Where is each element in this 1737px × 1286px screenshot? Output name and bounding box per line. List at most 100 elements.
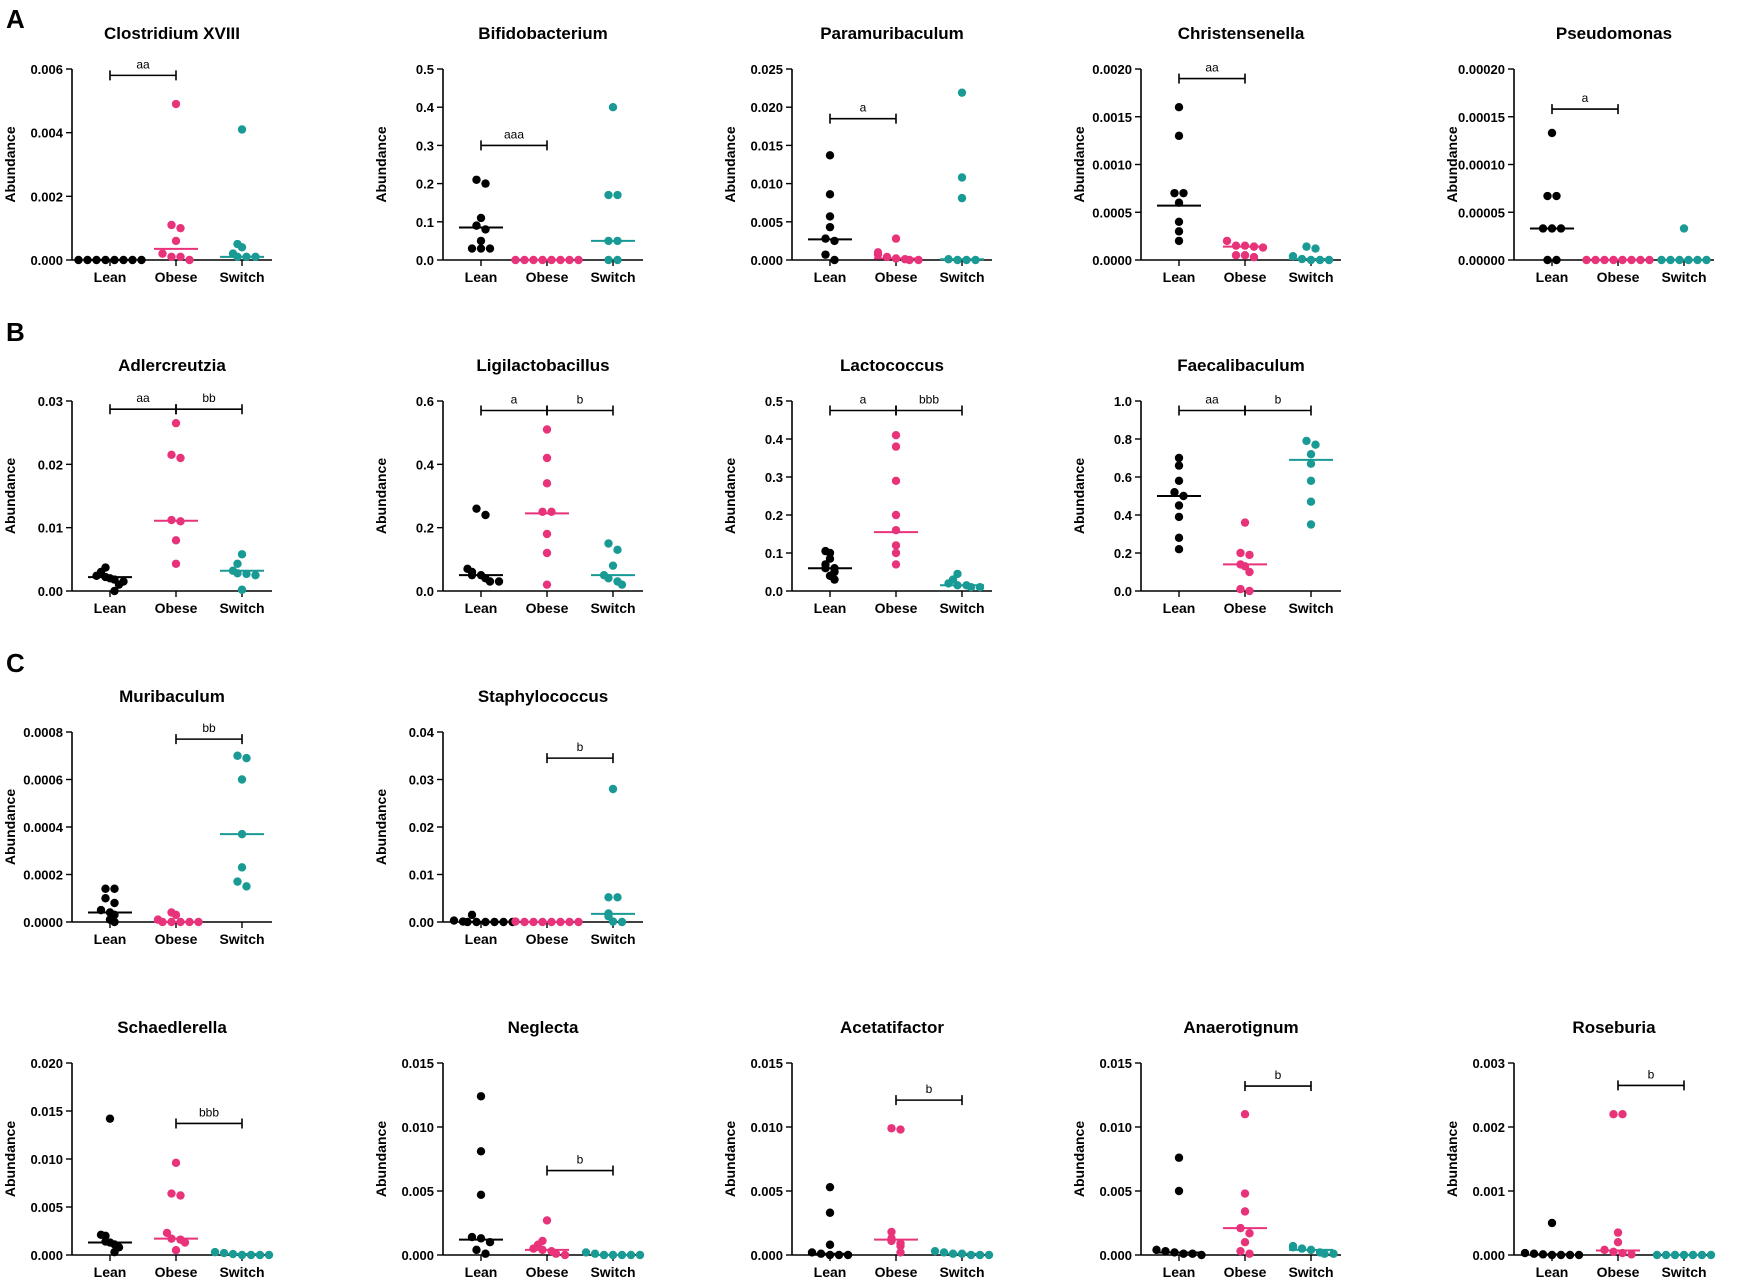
x-tick-label: Obese: [155, 269, 198, 285]
data-point-obese: [194, 917, 203, 927]
data-point-lean: [476, 1092, 486, 1101]
y-tick-label: 0.5: [765, 394, 783, 409]
y-tick-label: 0.000: [1099, 1248, 1132, 1263]
y-tick-label: 0.010: [30, 1152, 63, 1167]
x-tick-label: Obese: [1597, 269, 1640, 285]
data-point-lean: [472, 175, 481, 184]
x-tick-label: Lean: [814, 1264, 847, 1280]
data-point-obese: [1249, 252, 1259, 262]
chart-clostridium-xviii: Clostridium XVIII 0.000 0.002 0.004 0.006 Abu…: [2, 24, 272, 285]
y-tick-label: 0.01: [409, 868, 434, 883]
data-point-lean: [825, 1240, 835, 1249]
data-point-lean: [110, 917, 119, 927]
data-point-lean: [128, 255, 137, 265]
chart-title: Faecalibaculum: [1177, 356, 1305, 375]
x-tick-label: Switch: [590, 269, 635, 285]
y-axis-label: Abundance: [2, 789, 18, 865]
significance-label: aa: [1205, 61, 1219, 75]
x-tick-label: Lean: [94, 600, 127, 616]
x-tick-label: Switch: [219, 931, 264, 947]
data-point-lean: [825, 222, 835, 232]
y-tick-label: 0.0: [416, 584, 434, 599]
y-tick-label: 0.0008: [23, 725, 63, 740]
y-tick-label: 0.015: [401, 1056, 434, 1071]
data-point-obese: [896, 1125, 905, 1134]
data-point-lean: [476, 236, 486, 246]
y-tick-label: 0.02: [38, 457, 63, 472]
y-tick-label: 0.02: [409, 820, 434, 835]
data-point-obese: [171, 236, 181, 246]
data-point-obese: [1609, 1110, 1618, 1119]
data-point-lean: [1161, 1246, 1170, 1256]
x-tick-label: Obese: [526, 269, 569, 285]
data-point-lean: [1174, 476, 1184, 485]
chart-title: Roseburia: [1572, 1018, 1656, 1037]
data-point-switch: [975, 583, 985, 592]
y-tick-label: 0.1: [765, 546, 783, 561]
y-tick-label: 0.0002: [23, 868, 63, 883]
data-point-lean: [1174, 512, 1184, 522]
data-point-lean: [1552, 255, 1561, 265]
x-tick-label: Switch: [1288, 269, 1333, 285]
data-point-obese: [158, 249, 167, 258]
data-point-obese: [1627, 1250, 1636, 1259]
data-point-obese: [1613, 1238, 1623, 1247]
data-point-obese: [167, 252, 176, 262]
chart-muribaculum: Muribaculum 0.0000 0.0002 0.0004 0.0006 0.000…: [2, 687, 272, 947]
data-point-switch: [1302, 436, 1311, 446]
data-point-obese: [574, 255, 583, 265]
data-point-lean: [1552, 191, 1561, 201]
x-tick-label: Obese: [875, 600, 918, 616]
chart-title: Christensenella: [1178, 24, 1305, 43]
chart-staphylococcus: Staphylococcus 0.00 0.01 0.02 0.03 0.04 Abunda…: [373, 687, 643, 947]
data-point-lean: [467, 910, 477, 920]
data-point-switch: [1702, 255, 1711, 265]
data-point-switch: [242, 753, 251, 763]
data-point-switch: [984, 1250, 994, 1260]
chart-title: Staphylococcus: [478, 687, 608, 706]
x-tick-label: Obese: [1224, 600, 1267, 616]
y-tick-label: 0.015: [30, 1104, 63, 1119]
x-tick-label: Obese: [526, 600, 569, 616]
significance-label: a: [1582, 91, 1589, 105]
data-point-obese: [551, 1249, 561, 1258]
x-tick-label: Switch: [219, 1264, 264, 1280]
data-point-switch: [966, 583, 976, 592]
data-point-obese: [171, 1246, 181, 1255]
data-point-lean: [1174, 461, 1184, 470]
data-point-obese: [171, 99, 181, 109]
x-tick-label: Lean: [814, 600, 847, 616]
x-tick-label: Lean: [1163, 600, 1196, 616]
chart-paramuribaculum: Paramuribaculum 0.000 0.005 0.010 0.015 0.020…: [722, 24, 992, 285]
data-point-obese: [887, 1236, 896, 1246]
data-point-obese: [914, 255, 923, 265]
chart-title: Anaerotignum: [1183, 1018, 1298, 1037]
y-axis-label: Abundance: [1444, 1121, 1460, 1197]
data-point-obese: [1591, 255, 1600, 265]
y-axis-label: Abundance: [2, 126, 18, 202]
y-tick-label: 0.005: [1099, 1184, 1132, 1199]
y-tick-label: 0.00: [409, 915, 434, 930]
data-point-lean: [110, 898, 119, 908]
data-point-obese: [171, 559, 181, 568]
x-tick-label: Lean: [94, 1264, 127, 1280]
data-point-switch: [930, 1246, 940, 1256]
data-point-switch: [233, 751, 242, 760]
significance-label: aa: [136, 391, 150, 405]
data-point-lean: [1170, 488, 1179, 497]
x-tick-label: Switch: [939, 600, 984, 616]
chart-bifidobacterium: Bifidobacterium 0.0 0.1 0.2 0.3 0.4 0.5 Abundan…: [373, 24, 643, 285]
data-point-lean: [494, 577, 504, 586]
data-point-obese: [542, 1216, 552, 1225]
y-tick-label: 0.00000: [1458, 253, 1505, 268]
y-tick-label: 0.00: [38, 584, 63, 599]
data-point-switch: [590, 1249, 600, 1258]
panel-label-c: C: [6, 648, 25, 678]
data-point-lean: [1174, 131, 1184, 141]
y-tick-label: 0.03: [38, 394, 63, 409]
data-point-obese: [1231, 251, 1241, 260]
y-tick-label: 0.5: [416, 62, 434, 77]
y-axis-label: Abundance: [2, 1121, 18, 1197]
data-point-lean: [1520, 1248, 1530, 1258]
x-tick-label: Switch: [1661, 1264, 1706, 1280]
